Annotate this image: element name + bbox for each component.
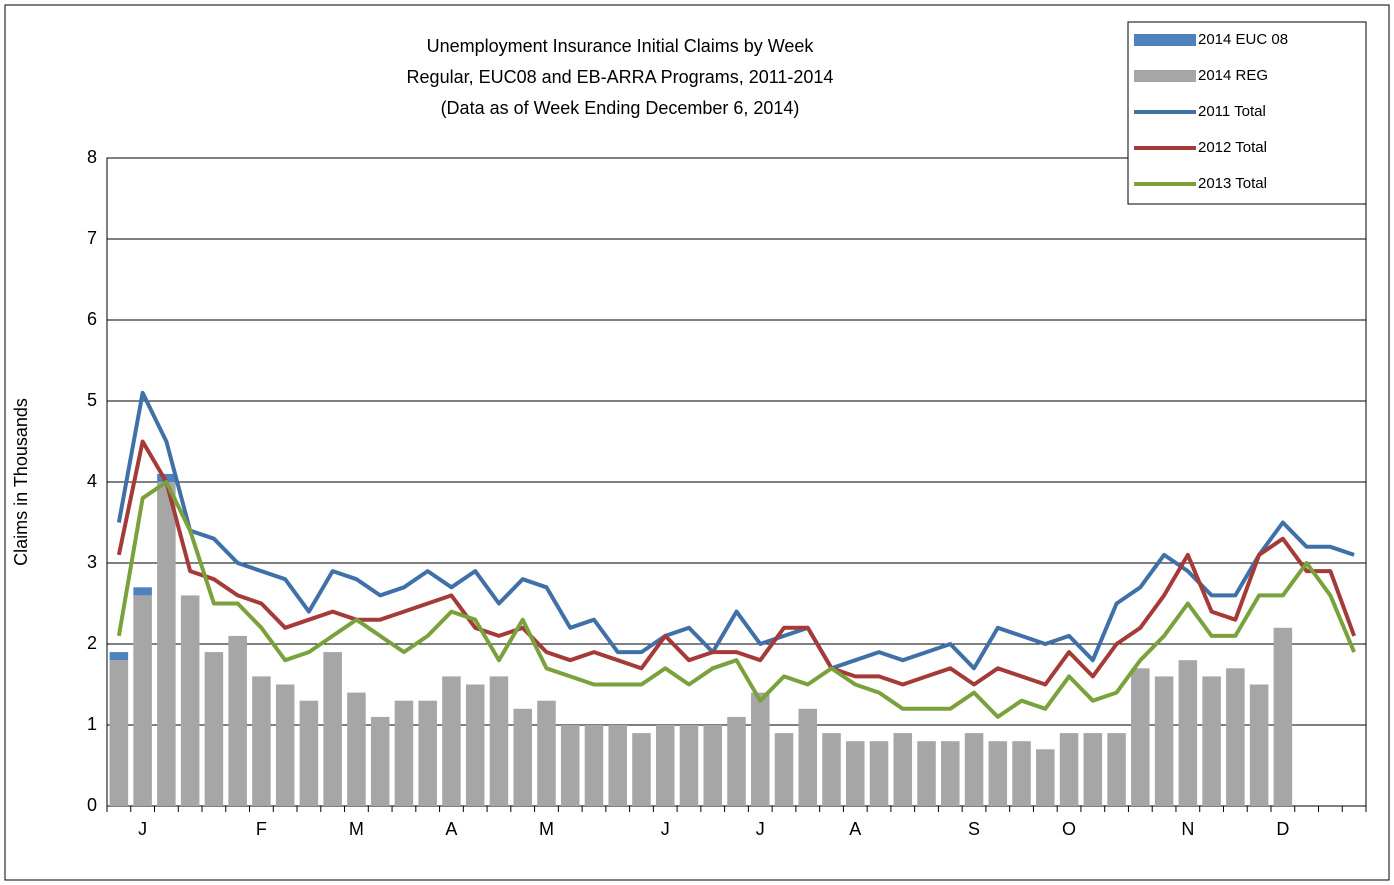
bar [370, 716, 390, 806]
bar [679, 725, 699, 806]
legend-label: 2014 REG [1198, 67, 1268, 84]
chart-subtitle: Regular, EUC08 and EB-ARRA Programs, 201… [407, 67, 834, 87]
bar [560, 725, 580, 806]
bar [299, 700, 319, 806]
bar [513, 708, 532, 806]
bar [347, 692, 366, 806]
y-tick-label: 1 [87, 714, 97, 734]
bar [1059, 733, 1079, 806]
bar [1012, 741, 1031, 806]
bar [1202, 676, 1221, 806]
bar [846, 741, 865, 806]
x-tick-label: M [539, 819, 554, 839]
legend-label: 2013 Total [1198, 175, 1267, 192]
legend-label: 2012 Total [1198, 139, 1267, 156]
x-tick-label: J [138, 819, 147, 839]
bar [204, 652, 224, 806]
bar [608, 725, 627, 806]
y-tick-label: 4 [87, 471, 97, 491]
bar [988, 741, 1008, 806]
bar [1083, 733, 1103, 806]
bar [1249, 684, 1269, 806]
bar [893, 733, 913, 806]
bar [964, 733, 984, 806]
y-tick-label: 7 [87, 228, 97, 248]
y-tick-label: 5 [87, 390, 97, 410]
bar [394, 700, 414, 806]
bar [537, 700, 556, 806]
bar [917, 741, 936, 806]
line-series [116, 439, 1356, 687]
bar [655, 725, 675, 806]
x-tick-label: D [1276, 819, 1289, 839]
bar [941, 741, 960, 806]
x-tick-label: J [661, 819, 670, 839]
bar [133, 587, 152, 596]
bar [1036, 749, 1055, 806]
bar [1131, 668, 1150, 806]
bar [489, 676, 509, 806]
bar [109, 660, 129, 806]
line-series [116, 480, 1356, 719]
bar [465, 684, 485, 806]
x-tick-label: A [849, 819, 861, 839]
bar [157, 473, 176, 482]
bar [228, 635, 247, 806]
bar [133, 595, 152, 806]
bar [750, 692, 770, 806]
bar [822, 733, 841, 806]
bar [584, 725, 604, 806]
legend-swatch [1134, 70, 1196, 82]
line-series [116, 390, 1355, 671]
bar [180, 595, 200, 806]
bar [1154, 676, 1174, 806]
bar [869, 741, 889, 806]
x-tick-label: S [968, 819, 980, 839]
y-tick-label: 8 [87, 147, 97, 167]
bar [774, 733, 794, 806]
legend-label: 2014 EUC 08 [1198, 31, 1288, 48]
y-tick-label: 3 [87, 552, 97, 572]
bar [109, 652, 129, 661]
x-tick-label: J [756, 819, 765, 839]
chart-title: Unemployment Insurance Initial Claims by… [427, 36, 815, 56]
chart-subtitle: (Data as of Week Ending December 6, 2014… [441, 98, 800, 118]
bar [418, 700, 437, 806]
x-tick-label: N [1181, 819, 1194, 839]
legend-swatch [1134, 34, 1196, 46]
bar [1273, 627, 1293, 806]
bar [727, 716, 746, 806]
bar [323, 652, 342, 806]
bar [442, 676, 461, 806]
x-tick-label: A [445, 819, 457, 839]
bar [798, 708, 818, 806]
y-tick-label: 6 [87, 309, 97, 329]
y-axis-label: Claims in Thousands [11, 398, 31, 566]
bar [252, 676, 271, 806]
bar [632, 733, 651, 806]
y-tick-label: 0 [87, 795, 97, 815]
x-tick-label: M [349, 819, 364, 839]
bar [275, 684, 295, 806]
bar [157, 482, 176, 806]
x-tick-label: F [256, 819, 267, 839]
bar [1107, 733, 1126, 806]
y-tick-label: 2 [87, 633, 97, 653]
bar [703, 725, 723, 806]
bar [1178, 660, 1198, 806]
legend-label: 2011 Total [1198, 103, 1266, 120]
bar [1226, 668, 1245, 806]
x-tick-label: O [1062, 819, 1076, 839]
